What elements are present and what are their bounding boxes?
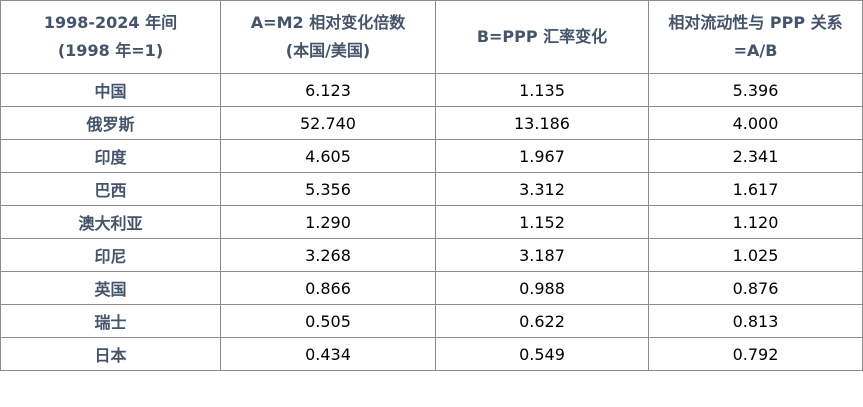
cell-value: 0.876	[648, 271, 863, 305]
cell-value: 6.123	[220, 73, 436, 107]
table-row: 中国 6.123 1.135 5.396	[0, 73, 863, 107]
cell-value: 1.152	[435, 205, 649, 239]
table-row: 印尼 3.268 3.187 1.025	[0, 238, 863, 272]
header-row: 1998-2024 年间 (1998 年=1) A=M2 相对变化倍数 (本国/美国)…	[0, 0, 863, 74]
cell-value: 0.505	[220, 304, 436, 338]
cell-value: 0.813	[648, 304, 863, 338]
row-label: 中国	[0, 73, 221, 107]
header-text: A=M2 相对变化倍数	[250, 13, 406, 32]
header-text: (本国/美国)	[285, 41, 371, 60]
cell-value: 5.396	[648, 73, 863, 107]
cell-value: 5.356	[220, 172, 436, 206]
row-label: 印尼	[0, 238, 221, 272]
table-row: 瑞士 0.505 0.622 0.813	[0, 304, 863, 338]
header-text: (1998 年=1)	[57, 41, 164, 60]
row-label: 澳大利亚	[0, 205, 221, 239]
row-label: 日本	[0, 337, 221, 371]
row-label: 英国	[0, 271, 221, 305]
row-label: 印度	[0, 139, 221, 173]
cell-value: 1.135	[435, 73, 649, 107]
cell-value: 1.290	[220, 205, 436, 239]
cell-value: 0.622	[435, 304, 649, 338]
cell-value: 0.792	[648, 337, 863, 371]
header-text: 相对流动性与 PPP 关系	[668, 13, 843, 32]
table-row: 澳大利亚 1.290 1.152 1.120	[0, 205, 863, 239]
row-label: 俄罗斯	[0, 106, 221, 140]
cell-value: 1.617	[648, 172, 863, 206]
cell-value: 13.186	[435, 106, 649, 140]
header-cell: A=M2 相对变化倍数 (本国/美国)	[220, 0, 436, 74]
cell-value: 0.434	[220, 337, 436, 371]
header-text: 1998-2024 年间	[43, 13, 178, 32]
header-cell: 相对流动性与 PPP 关系 =A/B	[648, 0, 863, 74]
cell-value: 0.866	[220, 271, 436, 305]
cell-value: 1.025	[648, 238, 863, 272]
table-row: 英国 0.866 0.988 0.876	[0, 271, 863, 305]
header-text: =A/B	[733, 41, 778, 60]
table-row: 巴西 5.356 3.312 1.617	[0, 172, 863, 206]
table-row: 日本 0.434 0.549 0.792	[0, 337, 863, 371]
cell-value: 3.312	[435, 172, 649, 206]
cell-value: 1.967	[435, 139, 649, 173]
cell-value: 4.000	[648, 106, 863, 140]
table-row: 俄罗斯 52.740 13.186 4.000	[0, 106, 863, 140]
row-label: 瑞士	[0, 304, 221, 338]
cell-value: 1.120	[648, 205, 863, 239]
data-table: 1998-2024 年间 (1998 年=1) A=M2 相对变化倍数 (本国/美国)…	[0, 0, 863, 371]
row-label: 巴西	[0, 172, 221, 206]
cell-value: 2.341	[648, 139, 863, 173]
table-body: 中国 6.123 1.135 5.396 俄罗斯 52.740 13.186 4.000 印度 4…	[0, 73, 863, 371]
cell-value: 0.549	[435, 337, 649, 371]
header-cell: 1998-2024 年间 (1998 年=1)	[0, 0, 221, 74]
cell-value: 0.988	[435, 271, 649, 305]
cell-value: 3.187	[435, 238, 649, 272]
cell-value: 52.740	[220, 106, 436, 140]
cell-value: 3.268	[220, 238, 436, 272]
cell-value: 4.605	[220, 139, 436, 173]
header-text: B=PPP 汇率变化	[476, 27, 608, 46]
table-row: 印度 4.605 1.967 2.341	[0, 139, 863, 173]
header-cell: B=PPP 汇率变化	[435, 0, 649, 74]
